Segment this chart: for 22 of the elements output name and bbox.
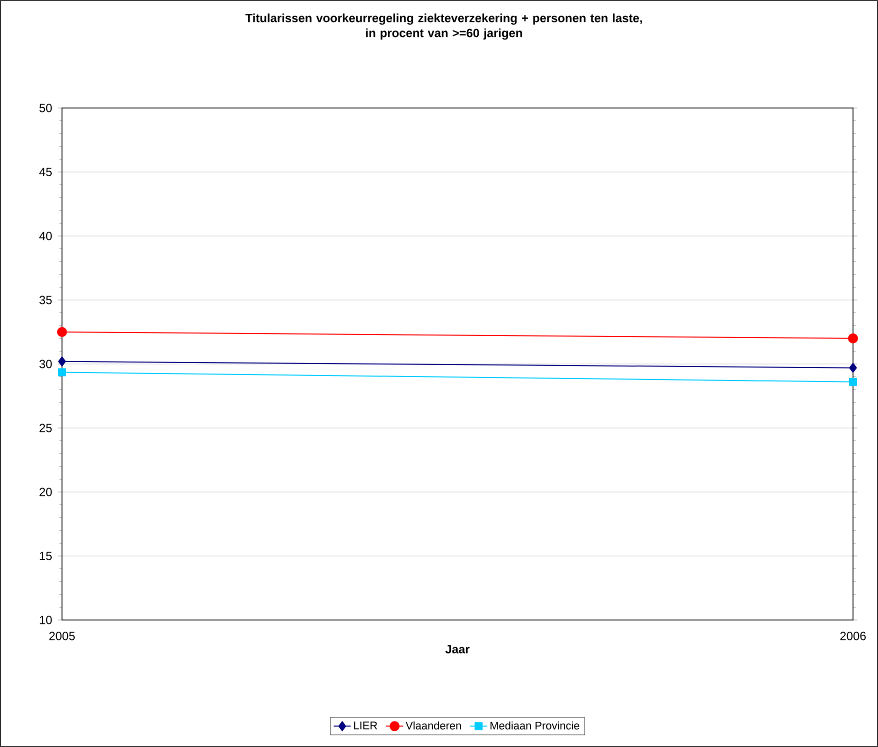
y-tick-label: 30 xyxy=(39,360,52,368)
y-tick-label: 40 xyxy=(39,232,52,240)
y-tick-label: 25 xyxy=(40,424,52,432)
point xyxy=(58,368,66,376)
y-tick-label: 20 xyxy=(40,488,52,496)
point xyxy=(58,356,66,366)
point xyxy=(848,333,858,344)
y-tick-label: 50 xyxy=(39,104,52,112)
legend-label: LIER xyxy=(354,722,378,730)
x-tick-label: 2006 xyxy=(840,632,866,640)
legend-label: Mediaan Provincie xyxy=(490,721,580,730)
point xyxy=(849,362,857,373)
y-tick-label: 45 xyxy=(39,168,52,176)
point xyxy=(849,378,858,386)
x-tick-label: 2005 xyxy=(49,632,75,640)
y-tick-label: 10 xyxy=(40,616,52,624)
y-tick-label: 15 xyxy=(40,552,52,560)
x-axis-title: Jaar xyxy=(445,645,470,654)
y-tick-label: 35 xyxy=(39,296,52,304)
point xyxy=(57,326,68,337)
chart-title: Titularissen voorkeurregeling ziekteverzekering + personen ten laste, in procent van >=60 jarigen xyxy=(245,14,642,40)
legend-label: Vlaanderen xyxy=(406,721,461,730)
